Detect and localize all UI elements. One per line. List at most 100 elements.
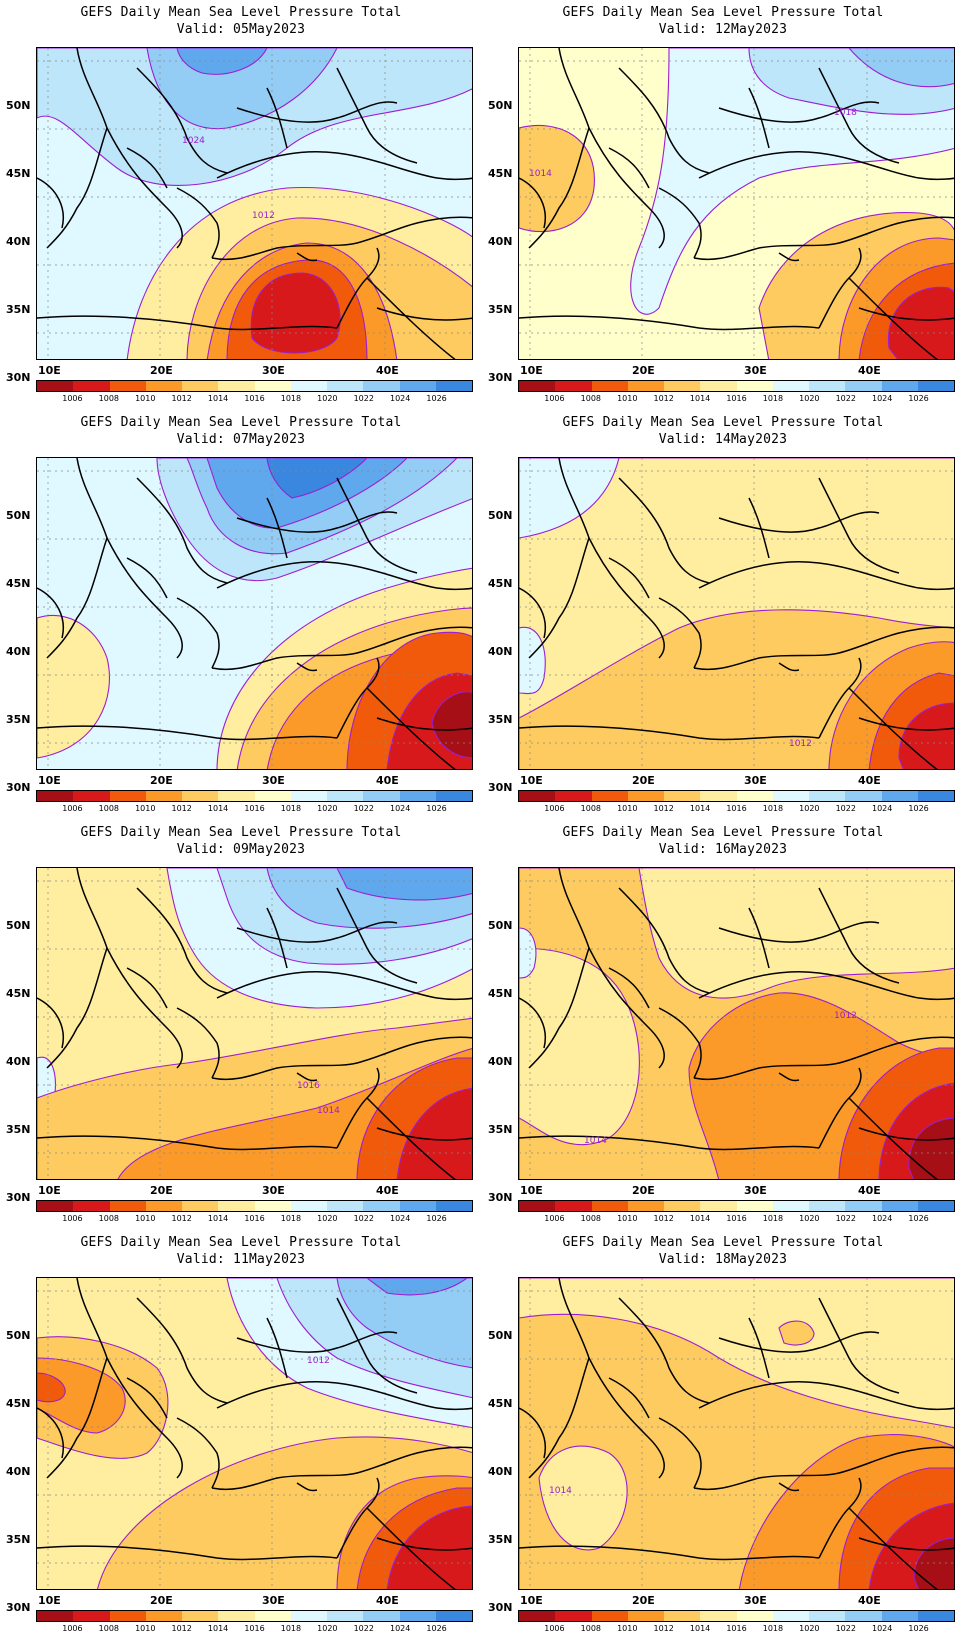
colorbar-swatch [218,1611,255,1621]
coastline-border [266,497,288,559]
colorbar-swatch [73,381,110,391]
colorbar-label: 1020 [799,804,820,813]
isobar-label: 1016 [297,1081,320,1091]
colorbar-label: 1016 [726,1624,747,1633]
colorbar-label: 1006 [544,1214,565,1223]
isobar-region [431,691,472,759]
longitude-label: 10E [520,1594,543,1607]
colorbar-label: 1024 [389,1214,411,1223]
coastline-border [176,187,220,259]
colorbar-swatch [519,791,556,801]
pressure-field-svg: 1012 [519,458,954,769]
colorbar-swatch [109,1201,146,1211]
panel-valid-date: Valid: 07May2023 [176,432,306,447]
coastline-border [76,458,183,659]
isobar-label: 1012 [252,211,275,221]
colorbar-label: 1020 [317,1624,338,1633]
colorbar-swatch [182,791,219,801]
colorbar-label: 1012 [171,1214,192,1223]
colorbar-swatch [772,381,809,391]
coastline-border [37,587,64,639]
colorbar-label: 1022 [835,804,856,813]
coastline-border [558,1278,665,1479]
colorbar-swatch [845,1201,882,1211]
coastline-border [608,557,650,599]
colorbar-swatch [917,791,954,801]
colorbar-swatch [700,381,737,391]
colorbar-swatch [109,381,146,391]
pressure-map: 1012 1024 [36,47,473,360]
colorbar-swatch [627,381,664,391]
colorbar-swatch [627,791,664,801]
colorbar-label: 1016 [244,804,265,813]
isobar-label: 1014 [584,1136,607,1146]
pressure-map: 1016 1014 [36,867,473,1180]
isobar-region [519,947,640,1146]
coastline-border [216,560,472,591]
coastline-border [698,560,954,591]
coastline-border [366,687,456,769]
colorbar-label: 1022 [835,1214,856,1223]
colorbar [518,790,955,802]
coastline-border [658,1417,702,1489]
coastline-border [76,868,183,1069]
coastline-border [376,1537,472,1551]
coastline-border [818,67,900,164]
coastline-border [236,1331,398,1353]
forecast-panel: GEFS Daily Mean Sea Level Pressure Total… [482,0,964,410]
colorbar-swatch [109,1611,146,1621]
colorbar-label: 1006 [62,1214,83,1223]
colorbar-label: 1022 [353,394,374,403]
longitude-label: 30E [262,774,285,787]
colorbar-swatch [145,1201,182,1211]
colorbar-swatch [519,381,556,391]
colorbar-swatch [37,381,74,391]
isobar-label: 1012 [789,739,812,749]
latitude-label: 45N [488,987,513,1000]
longitude-label: 20E [150,1594,173,1607]
latitude-label: 50N [488,919,513,932]
colorbar-swatch [109,791,146,801]
latitude-label: 45N [488,167,513,180]
panel-title: GEFS Daily Mean Sea Level Pressure Total [562,5,884,20]
colorbar-label: 1022 [835,1624,856,1633]
colorbar-swatch [664,1611,701,1621]
coastline-border [618,887,710,994]
coastline-border [216,150,472,181]
isobar-region [519,124,595,233]
coastline-border [858,1127,954,1141]
colorbar-labels: 1006 1008 1010 1012 1014 1016 1018 1020 1022 1024… [36,1214,473,1226]
latitude-label: 30N [6,1601,31,1614]
colorbar-label: 1016 [726,804,747,813]
latitude-label: 50N [6,99,31,112]
colorbar-swatch [182,381,219,391]
latitude-label: 40N [6,645,31,658]
coastline-border [858,717,954,731]
latitude-label: 50N [6,509,31,522]
longitude-label: 30E [262,364,285,377]
longitude-label: 10E [38,1594,61,1607]
coastline-border [236,511,398,533]
coastline-border [693,1036,954,1081]
colorbar-label: 1006 [62,1624,83,1633]
colorbar-label: 1014 [689,394,711,403]
colorbar-label: 1018 [762,394,784,403]
panel-valid-date: Valid: 05May2023 [176,22,306,37]
colorbar-swatch [555,1611,592,1621]
latitude-label: 40N [488,1055,513,1068]
latitude-label: 50N [488,99,513,112]
colorbar-label: 1010 [617,1214,638,1223]
coastline-border [848,1507,938,1589]
colorbar-label: 1012 [171,804,192,813]
coastline-border [718,511,880,533]
colorbar-label: 1014 [207,394,229,403]
coastline-border [848,277,938,359]
colorbar-swatch [591,791,628,801]
colorbar-labels: 1006 1008 1010 1012 1014 1016 1018 1020 1022 1024… [518,804,955,816]
coastline-border [126,967,168,1009]
coastline-border [136,67,228,174]
forecast-panel: GEFS Daily Mean Sea Level Pressure Total… [0,1230,482,1640]
coastline-border [176,1007,220,1079]
coastline-border [176,597,220,669]
latitude-label: 40N [488,235,513,248]
